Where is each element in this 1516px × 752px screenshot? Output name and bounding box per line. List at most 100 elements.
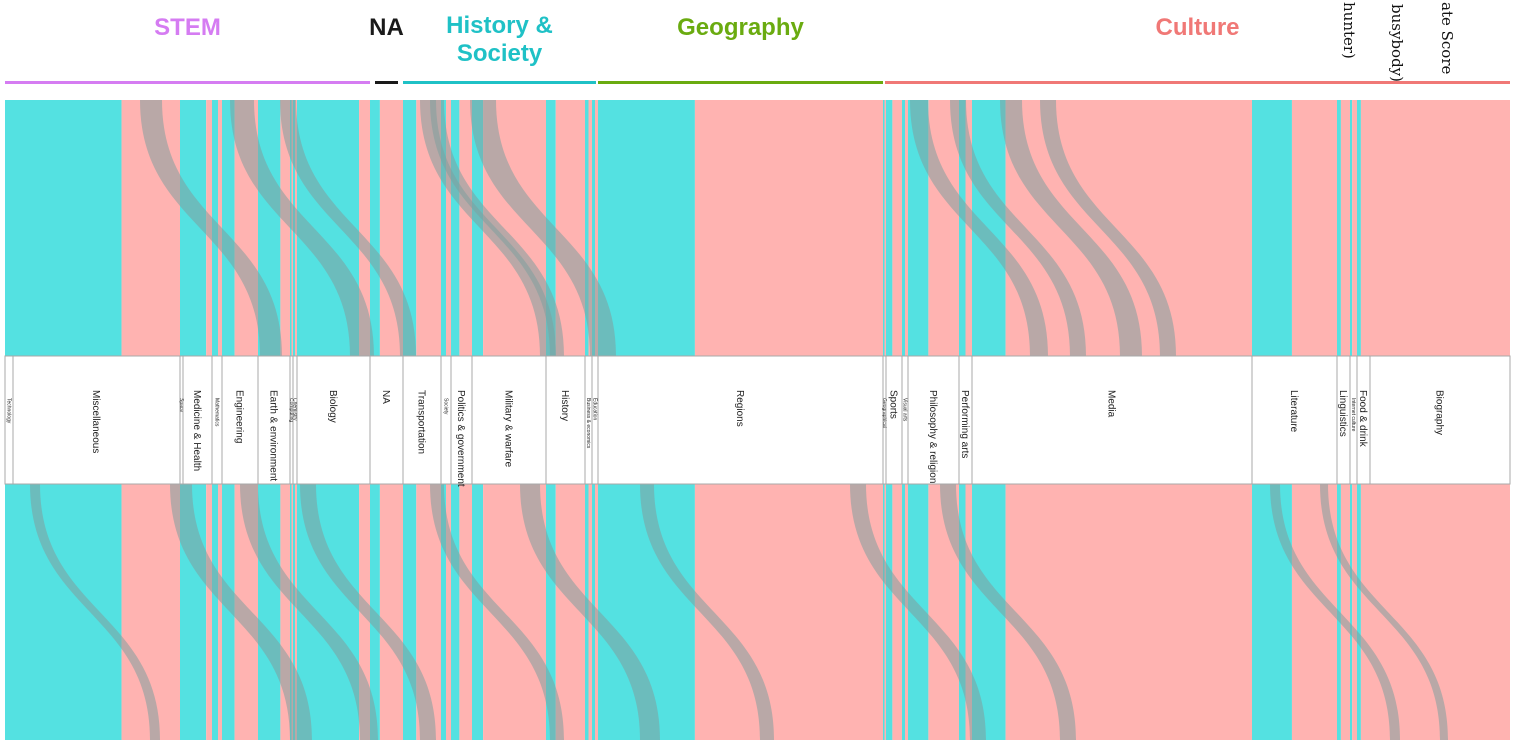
bottom-cyan-27 xyxy=(1350,484,1353,740)
top-cyan-0 xyxy=(5,100,13,356)
category-label-22: Philosophy & religion xyxy=(927,390,938,483)
top-cyan-26 xyxy=(1337,100,1341,356)
top-cyan-18 xyxy=(598,100,695,356)
category-label-17: Education xyxy=(592,398,598,420)
top-pink-25 xyxy=(1291,100,1337,356)
side-label-hunter: hunter) xyxy=(1340,2,1358,59)
bottom-cyan-1 xyxy=(13,484,122,740)
bottom-pink-13 xyxy=(459,484,472,740)
category-label-26: Linguistics xyxy=(1337,390,1348,437)
category-label-16: Business & economics xyxy=(585,398,591,449)
bottom-cyan-7 xyxy=(290,484,292,740)
category-label-0: Technology xyxy=(6,398,12,424)
top-pink-6 xyxy=(280,100,290,356)
group-title-culture: Culture xyxy=(1156,14,1240,41)
top-flow-4 xyxy=(430,100,564,356)
top-flow-2 xyxy=(280,100,416,356)
bottom-flow-7 xyxy=(850,484,986,740)
category-label-18: Regions xyxy=(734,390,745,427)
category-label-25: Literature xyxy=(1288,390,1299,433)
top-pink-13 xyxy=(459,100,472,356)
category-label-1: Miscellaneous xyxy=(90,390,101,453)
top-cyan-16 xyxy=(585,100,589,356)
bottom-flow-8 xyxy=(940,484,1076,740)
bottom-pink-24 xyxy=(1005,484,1252,740)
top-pink-9 xyxy=(359,100,370,356)
top-cyan-23 xyxy=(959,100,966,356)
bottom-cyan-8 xyxy=(293,484,295,740)
top-cyan-28 xyxy=(1357,100,1361,356)
bottom-pink-3 xyxy=(206,484,212,740)
bottom-flow-10 xyxy=(1320,484,1448,740)
side-label-busybody: busybody) xyxy=(1388,4,1406,82)
category-box-29 xyxy=(1369,355,1511,485)
top-flow-7 xyxy=(950,100,1086,356)
bottom-cyan-13 xyxy=(451,484,460,740)
top-flow-8 xyxy=(1000,100,1142,356)
category-label-5: Engineering xyxy=(234,390,245,443)
category-label-27: Internet culture xyxy=(1350,398,1356,432)
group-rule-history xyxy=(403,81,596,84)
top-flow-5 xyxy=(470,100,616,356)
group-title-stem: STEM xyxy=(154,14,221,41)
top-pink-23 xyxy=(965,100,972,356)
top-cyan-12 xyxy=(441,100,446,356)
group-rule-stem xyxy=(5,81,370,84)
group-rule-geography xyxy=(598,81,883,84)
bottom-pink-19 xyxy=(884,484,886,740)
top-flow-6 xyxy=(910,100,1048,356)
bottom-flow-9 xyxy=(1270,484,1400,740)
top-cyan-19 xyxy=(883,100,885,356)
category-label-3: Medicine & Health xyxy=(191,390,202,471)
bottom-flow-5 xyxy=(520,484,660,740)
top-cyan-20 xyxy=(886,100,893,356)
bottom-flow-2 xyxy=(240,484,378,740)
bottom-flow-band xyxy=(5,484,1510,740)
category-label-9: Biology xyxy=(327,390,338,423)
bottom-cyan-4 xyxy=(212,484,218,740)
category-label-21: Visual arts xyxy=(902,398,908,422)
bottom-pink-21 xyxy=(905,484,908,740)
top-cyan-11 xyxy=(403,100,417,356)
bottom-cyan-28 xyxy=(1357,484,1361,740)
group-title-history: History & xyxy=(446,12,553,39)
top-pink-26 xyxy=(1340,100,1350,356)
bottom-cyan-20 xyxy=(886,484,893,740)
top-pink-17 xyxy=(595,100,598,356)
category-label-8: Chemistry xyxy=(292,398,298,421)
top-cyan-27 xyxy=(1350,100,1353,356)
category-label-6: Earth & environment xyxy=(268,390,279,481)
bottom-cyan-15 xyxy=(546,484,556,740)
category-label-15: History xyxy=(559,390,570,421)
top-cyan-14 xyxy=(472,100,484,356)
category-label-23: Performing arts xyxy=(959,390,970,458)
bottom-pink-28 xyxy=(1360,484,1370,740)
top-flow-0 xyxy=(140,100,282,356)
bottom-pink-27 xyxy=(1352,484,1357,740)
group-title-geography: Geography xyxy=(677,14,804,41)
top-pink-16 xyxy=(588,100,592,356)
top-cyan-1 xyxy=(13,100,122,356)
category-label-24: Media xyxy=(1106,390,1117,418)
top-pink-29 xyxy=(1370,100,1510,356)
side-label-score: ate Score xyxy=(1438,2,1456,74)
bottom-pink-18 xyxy=(694,484,883,740)
top-cyan-2 xyxy=(180,100,183,356)
bottom-cyan-11 xyxy=(403,484,417,740)
category-label-4: Mathematics xyxy=(214,398,220,427)
bottom-cyan-21 xyxy=(902,484,905,740)
category-label-10: NA xyxy=(380,390,391,404)
category-label-2: Space xyxy=(178,398,184,412)
top-cyan-3 xyxy=(183,100,207,356)
group-headers: STEM NA History &Society Geography Culture xyxy=(5,12,1510,84)
group-rule-na xyxy=(375,81,398,84)
bottom-flow-1 xyxy=(170,484,312,740)
top-flow-9 xyxy=(1040,100,1176,356)
top-cyan-21 xyxy=(902,100,905,356)
top-cyan-25 xyxy=(1252,100,1292,356)
bottom-flow-3 xyxy=(300,484,436,740)
top-pink-15 xyxy=(555,100,585,356)
top-pink-20 xyxy=(892,100,902,356)
category-label-11: Transportation xyxy=(416,390,427,454)
category-label-13: Politics & government xyxy=(455,390,466,487)
